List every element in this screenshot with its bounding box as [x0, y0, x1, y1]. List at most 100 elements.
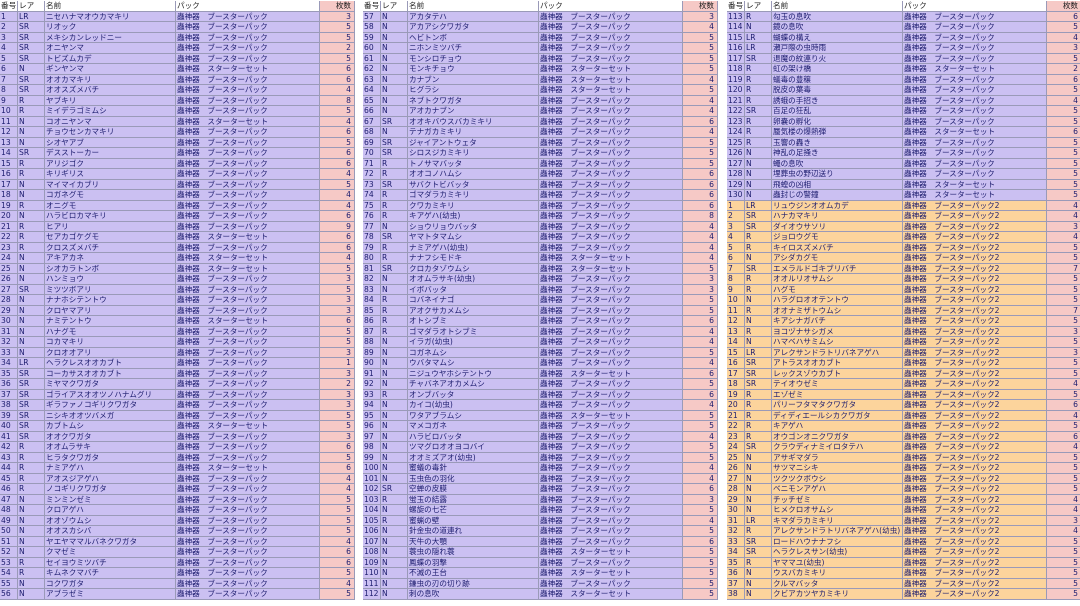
- card-name-cell: コカマキリ: [45, 337, 176, 348]
- number-cell: 59: [363, 32, 381, 43]
- count-cell: 4: [320, 484, 355, 495]
- pack-cell: 蟲神器 ブースターパック2: [903, 263, 1047, 274]
- card-name-cell: ヘラクレスサン(幼虫): [772, 547, 903, 558]
- rarity-cell: N: [381, 505, 408, 516]
- pack-cell: 蟲神器 ブースターパック: [176, 295, 320, 306]
- card-name-cell: ヒアリ: [45, 221, 176, 232]
- rarity-cell: SR: [381, 148, 408, 159]
- number-cell: 82: [363, 274, 381, 285]
- pack-cell: 蟲神器 ブースターパック: [176, 505, 320, 516]
- table-row: 129 N 飛蝗の凶相 蟲神器 スターターセット 5: [727, 179, 1080, 190]
- count-cell: 5: [320, 22, 355, 33]
- number-cell: 78: [363, 232, 381, 243]
- rarity-cell: N: [18, 536, 45, 547]
- card-name-cell: ミツツボアリ: [45, 284, 176, 295]
- pack-cell: 蟲神器 ブースターパック: [539, 137, 683, 148]
- card-name-cell: ニシキオオツバメガ: [45, 410, 176, 421]
- count-cell: 6: [683, 368, 718, 379]
- card-name-cell: アレクサンドラトリバネアゲハ: [772, 347, 903, 358]
- count-cell: 6: [683, 389, 718, 400]
- count-cell: 5: [683, 305, 718, 316]
- rarity-cell: R: [745, 284, 772, 295]
- card-name-cell: トビズムカデ: [45, 53, 176, 64]
- pack-cell: 蟲神器 ブースターパック: [903, 106, 1047, 117]
- table-row: 114 N 鏡の息吹 蟲神器 ブースターパック 5: [727, 22, 1080, 33]
- rarity-cell: N: [745, 337, 772, 348]
- pack-cell: 蟲神器 ブースターパック: [176, 368, 320, 379]
- card-name-cell: アオスジアゲハ: [45, 473, 176, 484]
- pack-cell: 蟲神器 ブースターパック: [176, 148, 320, 159]
- number-cell: 2: [0, 22, 18, 33]
- count-cell: 6: [683, 169, 718, 180]
- count-cell: 3: [320, 274, 355, 285]
- pack-cell: 蟲神器 ブースターパック: [539, 389, 683, 400]
- count-cell: 5: [683, 442, 718, 453]
- table-row: 100 N 蜜蟻の毒針 蟲神器 ブースターパック 4: [363, 463, 718, 474]
- rarity-cell: SR: [18, 410, 45, 421]
- table-row: 113 R 勾玉の息吹 蟲神器 ブースターパック 6: [727, 11, 1080, 22]
- pack-cell: 蟲神器 ブースターパック: [903, 158, 1047, 169]
- card-name-cell: 蝴蝶の構え: [772, 32, 903, 43]
- count-cell: 5: [320, 526, 355, 537]
- rarity-cell: R: [381, 190, 408, 201]
- number-cell: 44: [0, 463, 18, 474]
- pack-cell: 蟲神器 ブースターパック: [176, 494, 320, 505]
- count-cell: 4: [683, 22, 718, 33]
- pack-cell: 蟲神器 ブースターパック: [539, 221, 683, 232]
- card-name-cell: カブトムシ: [45, 421, 176, 432]
- card-name-cell: ギンヤンマ: [45, 64, 176, 75]
- rarity-cell: N: [18, 337, 45, 348]
- number-cell: 57: [363, 11, 381, 22]
- rarity-cell: R: [381, 169, 408, 180]
- number-cell: 90: [363, 358, 381, 369]
- number-cell: 33: [0, 347, 18, 358]
- number-cell: 92: [363, 379, 381, 390]
- pack-cell: 蟲神器 ブースターパック: [539, 242, 683, 253]
- count-cell: 5: [1047, 389, 1080, 400]
- count-cell: 4: [683, 400, 718, 411]
- count-cell: 4: [320, 169, 355, 180]
- number-cell: 31: [727, 515, 745, 526]
- card-name-cell: オオカマキリ: [45, 74, 176, 85]
- pack-cell: 蟲神器 ブースターパック: [176, 589, 320, 600]
- card-name-cell: 鳳蝶の羽撃: [408, 557, 539, 568]
- rarity-cell: N: [381, 473, 408, 484]
- rarity-cell: SR: [18, 22, 45, 33]
- number-cell: 12: [727, 316, 745, 327]
- card-name-cell: カイコ(幼虫): [408, 400, 539, 411]
- pack-cell: 蟲神器 ブースターパック2: [903, 484, 1047, 495]
- count-cell: 3: [320, 400, 355, 411]
- table-row: 1 LR ニセハナマオウカマキリ 蟲神器 ブースターパック 3: [0, 11, 355, 22]
- pack-cell: 蟲神器 スターターセット: [176, 116, 320, 127]
- pack-cell: 蟲神器 スターターセット: [539, 74, 683, 85]
- pack-cell: 蟲神器 ブースターパック: [539, 463, 683, 474]
- rarity-cell: SR: [745, 221, 772, 232]
- card-name-cell: コバネイナゴ: [408, 295, 539, 306]
- card-name-cell: 飛蝗の凶相: [772, 179, 903, 190]
- header-cell: レア: [381, 1, 408, 12]
- pack-cell: 蟲神器 ブースターパック2: [903, 452, 1047, 463]
- rarity-cell: N: [381, 421, 408, 432]
- number-cell: 18: [727, 379, 745, 390]
- pack-cell: 蟲神器 ブースターパック: [176, 211, 320, 222]
- number-cell: 101: [363, 473, 381, 484]
- rarity-cell: SR: [381, 116, 408, 127]
- pack-cell: 蟲神器 ブースターパック2: [903, 253, 1047, 264]
- pack-cell: 蟲神器 ブースターパック2: [903, 536, 1047, 547]
- number-cell: 3: [0, 32, 18, 43]
- count-cell: 3: [320, 295, 355, 306]
- number-cell: 87: [363, 326, 381, 337]
- card-name-cell: ハグモ: [772, 284, 903, 295]
- pack-cell: 蟲神器 ブースターパック2: [903, 557, 1047, 568]
- number-cell: 112: [363, 589, 381, 600]
- table-row: 103 R 蛍玉の結露 蟲神器 ブースターパック 3: [363, 494, 718, 505]
- number-cell: 123: [727, 116, 745, 127]
- rarity-cell: R: [745, 274, 772, 285]
- card-name-cell: 蜃気楼の爆熱弾: [772, 127, 903, 138]
- pack-cell: 蟲神器 ブースターパック2: [903, 326, 1047, 337]
- table-row: 26 N ハンミョウ 蟲神器 ブースターパック 3: [0, 274, 355, 285]
- rarity-cell: R: [381, 515, 408, 526]
- pack-cell: 蟲神器 ブースターパック: [539, 431, 683, 442]
- card-name-cell: 卵嚢の孵化: [772, 116, 903, 127]
- count-cell: 5: [320, 589, 355, 600]
